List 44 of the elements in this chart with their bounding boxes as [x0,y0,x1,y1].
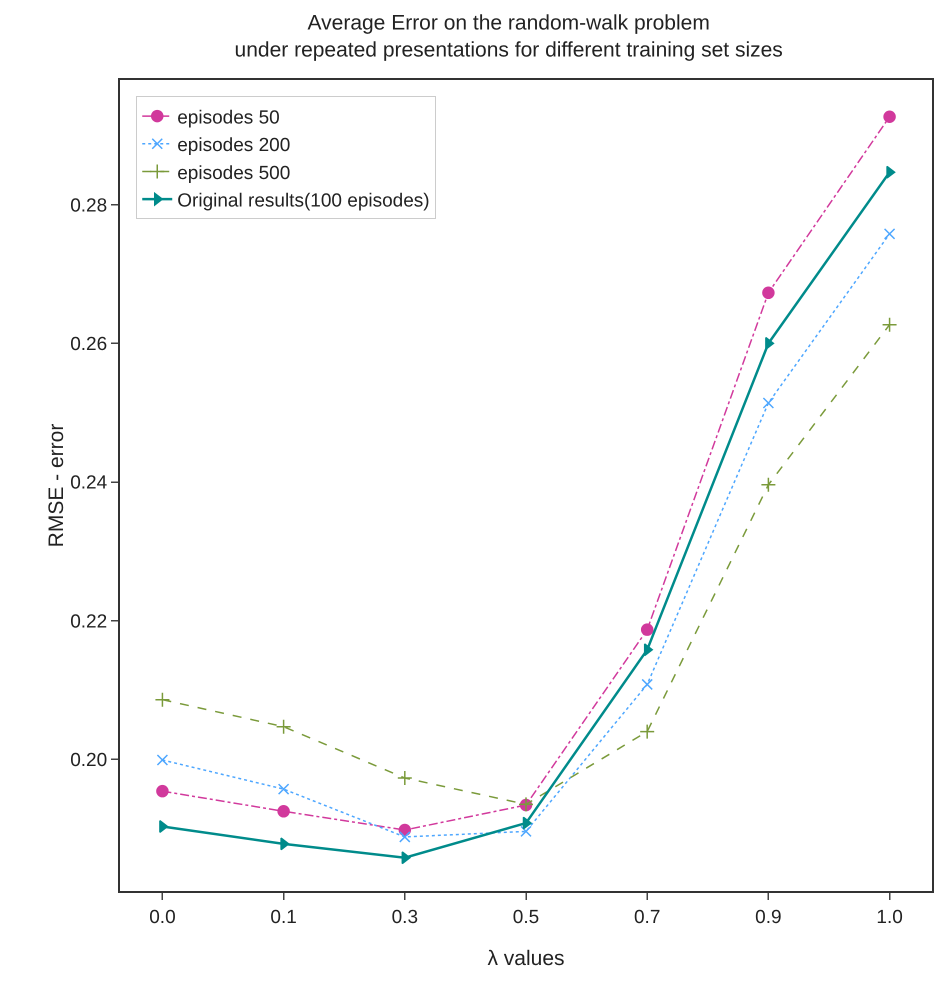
point [156,784,169,798]
point [280,837,290,850]
x-tick-label: 0.9 [755,906,782,928]
point [762,397,774,409]
legend-label: Original results(100 episodes) [177,190,430,212]
point [882,316,898,332]
point [277,805,290,818]
legend-label: episodes 200 [177,135,290,156]
legend-label: episodes 50 [177,107,280,128]
point [886,166,896,179]
point [276,718,292,734]
y-tick-label: 0.22 [70,611,108,632]
y-tick-label: 0.26 [70,334,108,356]
point [156,754,168,766]
point [644,643,653,656]
x-tick-label: 0.3 [392,906,418,928]
point [154,692,170,708]
x-axis-title: λ values [487,947,565,970]
legend-label: episodes 500 [177,162,290,184]
x-tick-label: 0.0 [149,906,176,928]
point [884,228,896,240]
x-tick-label: 0.1 [270,906,297,928]
x-tick-label: 1.0 [876,906,903,928]
point [762,286,775,300]
point [522,816,532,830]
y-axis-title: RMSE - error [45,424,68,548]
point [641,678,653,690]
y-tick-label: 0.24 [70,472,108,494]
point [399,831,411,843]
point [765,336,774,350]
point [883,110,896,123]
point [278,783,290,795]
point [639,724,655,740]
point [520,826,532,838]
x-tick-label: 0.7 [634,906,660,928]
y-tick-label: 0.20 [70,750,108,771]
x-tick-label: 0.5 [512,906,540,928]
point [760,477,776,493]
chart-title: Average Error on the random-walk problem under repeated presentations for different training set sizes [234,11,783,62]
point [402,851,411,864]
point [397,770,413,786]
y-tick-label: 0.28 [70,195,108,216]
point [640,623,654,636]
point [159,820,168,834]
